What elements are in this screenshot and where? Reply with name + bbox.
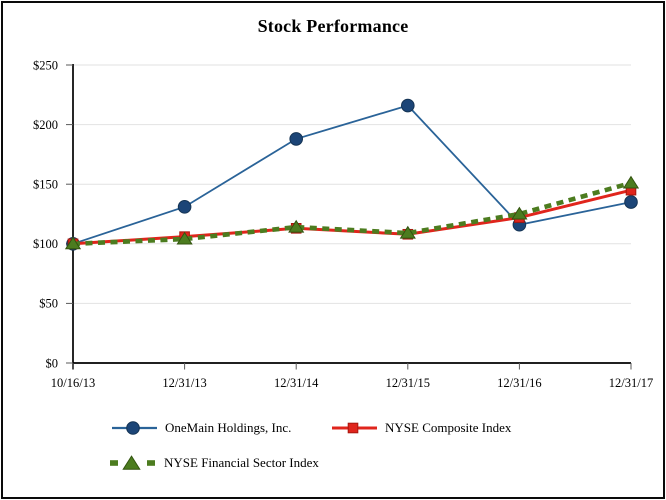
legend-marker-nyse-composite-icon: [332, 422, 377, 434]
svg-text:12/31/16: 12/31/16: [497, 376, 541, 390]
svg-text:$0: $0: [46, 356, 59, 370]
legend-label-nyse-composite: NYSE Composite Index: [385, 420, 512, 435]
legend-marker-onemain-icon: [112, 421, 157, 435]
svg-text:12/31/14: 12/31/14: [274, 376, 319, 390]
svg-text:10/16/13: 10/16/13: [51, 376, 95, 390]
legend-label-nyse-financial: NYSE Financial Sector Index: [164, 455, 319, 470]
svg-text:$50: $50: [39, 297, 58, 311]
legend-item-nyse-composite: NYSE Composite Index: [332, 419, 511, 437]
svg-text:$100: $100: [33, 237, 58, 251]
chart-title: Stock Performance: [257, 16, 409, 36]
legend-marker-nyse-financial-icon: [110, 455, 155, 470]
legend-label-onemain: OneMain Holdings, Inc.: [165, 420, 292, 435]
svg-text:12/31/17: 12/31/17: [609, 376, 653, 390]
legend-item-nyse-financial: NYSE Financial Sector Index: [109, 454, 319, 472]
svg-text:12/31/13: 12/31/13: [162, 376, 206, 390]
svg-text:12/31/15: 12/31/15: [386, 376, 430, 390]
svg-text:$150: $150: [33, 178, 58, 192]
svg-text:$250: $250: [33, 58, 58, 72]
legend-item-onemain: OneMain Holdings, Inc.: [112, 419, 291, 437]
svg-text:$200: $200: [33, 118, 58, 132]
